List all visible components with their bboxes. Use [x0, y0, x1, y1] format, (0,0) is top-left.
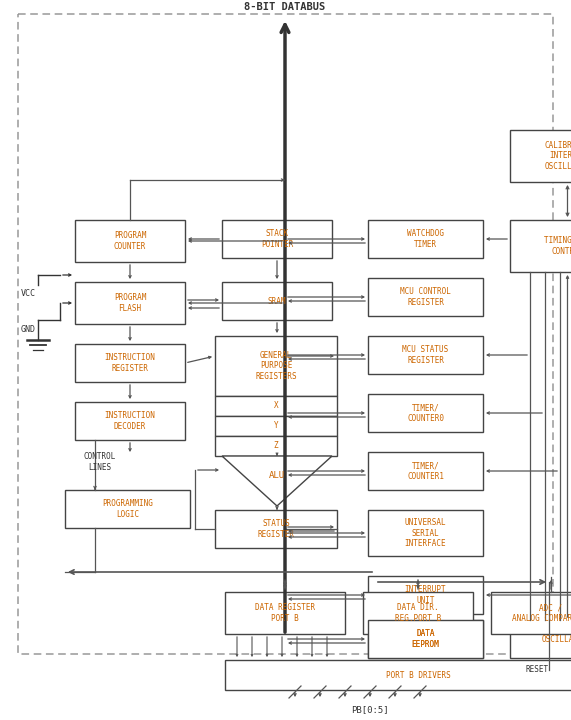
Bar [491, 592, 571, 634]
Text: TIMING AND
CONTROL: TIMING AND CONTROL [544, 236, 571, 256]
Bar [368, 452, 483, 490]
Text: UNIVERSAL
SERIAL
INTERFACE: UNIVERSAL SERIAL INTERFACE [405, 518, 447, 548]
Bar [363, 592, 473, 634]
Text: INTERRUPT
UNIT: INTERRUPT UNIT [405, 585, 447, 605]
Text: DATA
EEPROM: DATA EEPROM [412, 629, 439, 649]
Bar [368, 278, 483, 316]
Text: PROGRAM
COUNTER: PROGRAM COUNTER [114, 231, 146, 251]
Text: X: X [274, 402, 278, 410]
Bar [75, 282, 185, 324]
Text: MCU CONTROL
REGISTER: MCU CONTROL REGISTER [400, 287, 451, 307]
Text: PORT B DRIVERS: PORT B DRIVERS [385, 670, 451, 680]
Text: CALIBRATED
INTERNAL
OSCILLATOR: CALIBRATED INTERNAL OSCILLATOR [544, 141, 571, 171]
Text: ALU: ALU [269, 472, 285, 480]
Bar [18, 14, 553, 654]
Text: STACK
POINTER: STACK POINTER [261, 229, 293, 248]
Bar [368, 394, 483, 432]
Bar [510, 220, 571, 272]
Bar [225, 660, 571, 690]
Text: PROGRAM
FLASH: PROGRAM FLASH [114, 293, 146, 312]
Bar [368, 510, 483, 556]
Bar [75, 220, 185, 262]
Bar [215, 510, 337, 548]
Bar [368, 620, 483, 658]
Bar [75, 344, 185, 382]
Text: TIMER/
COUNTER1: TIMER/ COUNTER1 [407, 462, 444, 481]
Text: GND: GND [21, 325, 35, 335]
Bar [368, 576, 483, 614]
Bar [368, 220, 483, 258]
Text: DATA REGISTER
PORT B: DATA REGISTER PORT B [255, 603, 315, 623]
Text: RESET: RESET [526, 665, 549, 675]
Text: 8-BIT DATABUS: 8-BIT DATABUS [244, 2, 325, 12]
Bar [368, 336, 483, 374]
Text: INSTRUCTION
REGISTER: INSTRUCTION REGISTER [104, 354, 155, 373]
Polygon shape [222, 456, 332, 506]
Text: VCC: VCC [21, 289, 35, 297]
Text: ADC /
ANALOG COMPARATOR: ADC / ANALOG COMPARATOR [512, 603, 571, 623]
Text: DATA
EEPROM: DATA EEPROM [412, 629, 439, 649]
Text: GENERAL
PURPOSE
REGISTERS: GENERAL PURPOSE REGISTERS [255, 351, 297, 381]
Text: OSCILLATORS: OSCILLATORS [542, 634, 571, 644]
Text: TIMER/
COUNTER0: TIMER/ COUNTER0 [407, 403, 444, 423]
Text: Y: Y [274, 421, 278, 431]
Bar [75, 402, 185, 440]
Text: PB[0:5]: PB[0:5] [351, 705, 389, 714]
Bar [215, 396, 337, 416]
Bar [215, 336, 337, 396]
Text: PROGRAMMING
LOGIC: PROGRAMMING LOGIC [102, 499, 153, 518]
Bar [222, 220, 332, 258]
Text: CONTROL
LINES: CONTROL LINES [84, 452, 116, 472]
Bar [368, 620, 483, 658]
Bar [510, 130, 571, 182]
Bar [65, 490, 190, 528]
Bar [215, 416, 337, 436]
Text: DATA DIR.
REG.PORT B: DATA DIR. REG.PORT B [395, 603, 441, 623]
Bar [510, 620, 571, 658]
Bar [225, 592, 345, 634]
Bar [215, 436, 337, 456]
Text: Z: Z [274, 441, 278, 451]
Text: STATUS
REGISTER: STATUS REGISTER [258, 519, 295, 539]
Text: INSTRUCTION
DECODER: INSTRUCTION DECODER [104, 411, 155, 431]
Text: SRAM: SRAM [268, 297, 286, 305]
Text: WATCHDOG
TIMER: WATCHDOG TIMER [407, 229, 444, 248]
Bar [222, 282, 332, 320]
Text: MCU STATUS
REGISTER: MCU STATUS REGISTER [403, 346, 449, 365]
